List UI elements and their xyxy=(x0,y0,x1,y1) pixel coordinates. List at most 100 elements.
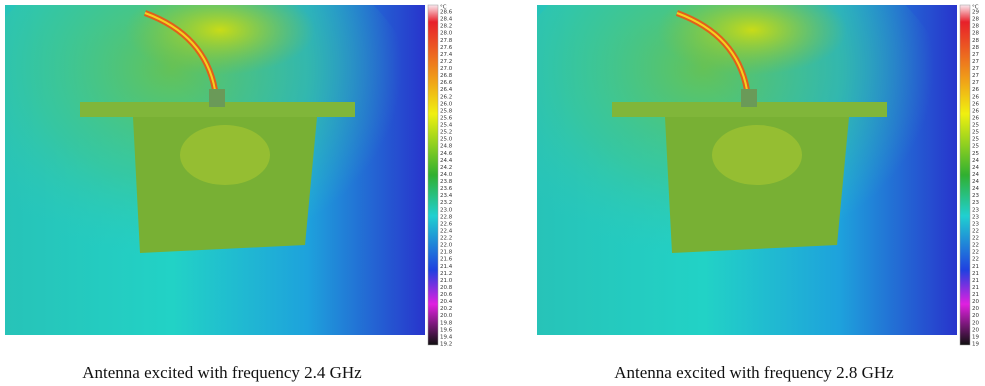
colorbar-label: 27.4 xyxy=(440,52,453,58)
colorbar-label: 22.4 xyxy=(440,228,453,234)
colorbar-label: 25.8 xyxy=(440,108,453,114)
colorbar-label: 22 xyxy=(972,243,979,249)
colorbar-label: 28.4 xyxy=(440,17,453,23)
thermal-image xyxy=(497,0,957,335)
colorbar-label: 25 xyxy=(972,130,979,136)
colorbar-label: 23 xyxy=(972,193,979,199)
colorbar-label: 23.6 xyxy=(440,186,453,192)
colorbar-label: 25 xyxy=(972,144,979,150)
colorbar-label: 27 xyxy=(972,73,979,79)
colorbar-label: 28 xyxy=(972,45,979,51)
colorbar-label: 25.6 xyxy=(440,115,453,121)
colorbar-label: 27 xyxy=(972,80,979,86)
colorbar-label: 20 xyxy=(972,306,979,312)
caption: Antenna excited with frequency 2.8 GHz xyxy=(614,363,894,382)
colorbar-label: 21 xyxy=(972,278,979,284)
colorbar xyxy=(427,4,439,346)
colorbar-label: 19 xyxy=(972,342,979,348)
colorbar-label: 24.8 xyxy=(440,144,453,150)
colorbar-label: 25.4 xyxy=(440,123,453,129)
colorbar-unit: °C xyxy=(972,5,979,11)
panel: °C28.628.428.228.027.827.627.427.227.026… xyxy=(0,0,453,382)
colorbar-label: 26.8 xyxy=(440,73,453,79)
colorbar-label: 27.8 xyxy=(440,38,453,44)
colorbar-label: 19 xyxy=(972,334,979,340)
caption: Antenna excited with frequency 2.4 GHz xyxy=(82,363,362,382)
colorbar-label: 28 xyxy=(972,17,979,23)
colorbar-label: 27.2 xyxy=(440,59,452,65)
colorbar-label: 27.6 xyxy=(440,45,453,51)
colorbar-label: 22 xyxy=(972,236,979,242)
colorbar-label: 24.4 xyxy=(440,158,453,164)
colorbar-label: 27.0 xyxy=(440,66,453,72)
colorbar-label: 21.8 xyxy=(440,250,453,256)
colorbar-label: 28.6 xyxy=(440,10,453,16)
colorbar-label: 24 xyxy=(972,179,979,185)
colorbar-label: 20.0 xyxy=(440,313,453,319)
colorbar-label: 19.6 xyxy=(440,327,453,333)
colorbar-label: 24 xyxy=(972,158,979,164)
colorbar-label: 26.0 xyxy=(440,101,453,107)
colorbar-label: 23.0 xyxy=(440,207,453,213)
colorbar-label: 20 xyxy=(972,320,979,326)
colorbar-label: 28 xyxy=(972,38,979,44)
colorbar-label: 22.0 xyxy=(440,243,453,249)
colorbar-label: 29 xyxy=(972,10,979,16)
colorbar-label: 23 xyxy=(972,214,979,220)
colorbar-label: 21.4 xyxy=(440,264,453,270)
colorbar-label: 27 xyxy=(972,59,979,65)
colorbar-label: 20.6 xyxy=(440,292,453,298)
colorbar-label: 19.4 xyxy=(440,334,453,340)
colorbar-label: 21.0 xyxy=(440,278,453,284)
colorbar-label: 22 xyxy=(972,228,979,234)
colorbar-label: 20 xyxy=(972,313,979,319)
colorbar-label: 26.2 xyxy=(440,94,452,100)
colorbar-label: 24 xyxy=(972,165,979,171)
colorbar-label: 19.8 xyxy=(440,320,453,326)
colorbar-label: 20.8 xyxy=(440,285,453,291)
colorbar-label: 22.8 xyxy=(440,214,453,220)
colorbar-label: 20.2 xyxy=(440,306,452,312)
colorbar-label: 28 xyxy=(972,24,979,30)
colorbar-label: 27 xyxy=(972,66,979,72)
colorbar-label: 25 xyxy=(972,123,979,129)
colorbar-label: 24 xyxy=(972,186,979,192)
colorbar-label: 26 xyxy=(972,94,979,100)
colorbar-label: 21 xyxy=(972,285,979,291)
colorbar-label: 21 xyxy=(972,292,979,298)
thermal-image xyxy=(0,0,425,335)
colorbar-label: 20.4 xyxy=(440,299,453,305)
colorbar-label: 20 xyxy=(972,327,979,333)
colorbar-label: 26 xyxy=(972,101,979,107)
colorbar-label: 28.0 xyxy=(440,31,453,37)
colorbar-label: 22.2 xyxy=(440,236,452,242)
colorbar-label: 23.4 xyxy=(440,193,453,199)
colorbar-label: 22.6 xyxy=(440,221,453,227)
colorbar-label: 25.2 xyxy=(440,130,452,136)
colorbar-label: 25 xyxy=(972,137,979,143)
colorbar-label: 28.2 xyxy=(440,24,452,30)
colorbar-label: 19.2 xyxy=(440,342,452,348)
colorbar-label: 26 xyxy=(972,115,979,121)
colorbar-label: 23 xyxy=(972,221,979,227)
colorbar-label: 24.2 xyxy=(440,165,452,171)
colorbar-label: 20 xyxy=(972,299,979,305)
colorbar-label: 21.6 xyxy=(440,257,453,263)
colorbar-label: 21.2 xyxy=(440,271,452,277)
colorbar-label: 23 xyxy=(972,200,979,206)
colorbar-label: 21 xyxy=(972,264,979,270)
colorbar-label: 22 xyxy=(972,250,979,256)
colorbar-label: 23.2 xyxy=(440,200,452,206)
colorbar-label: 22 xyxy=(972,257,979,263)
colorbar-label: 21 xyxy=(972,271,979,277)
colorbar-label: 26.4 xyxy=(440,87,453,93)
colorbar-unit: °C xyxy=(440,5,447,11)
colorbar-label: 26.6 xyxy=(440,80,453,86)
colorbar-label: 24 xyxy=(972,172,979,178)
colorbar-label: 24.6 xyxy=(440,151,453,157)
panel: °C29282828282827272727272626262626252525… xyxy=(497,0,979,382)
colorbar xyxy=(959,4,971,346)
colorbar-label: 26 xyxy=(972,87,979,93)
colorbar-label: 27 xyxy=(972,52,979,58)
